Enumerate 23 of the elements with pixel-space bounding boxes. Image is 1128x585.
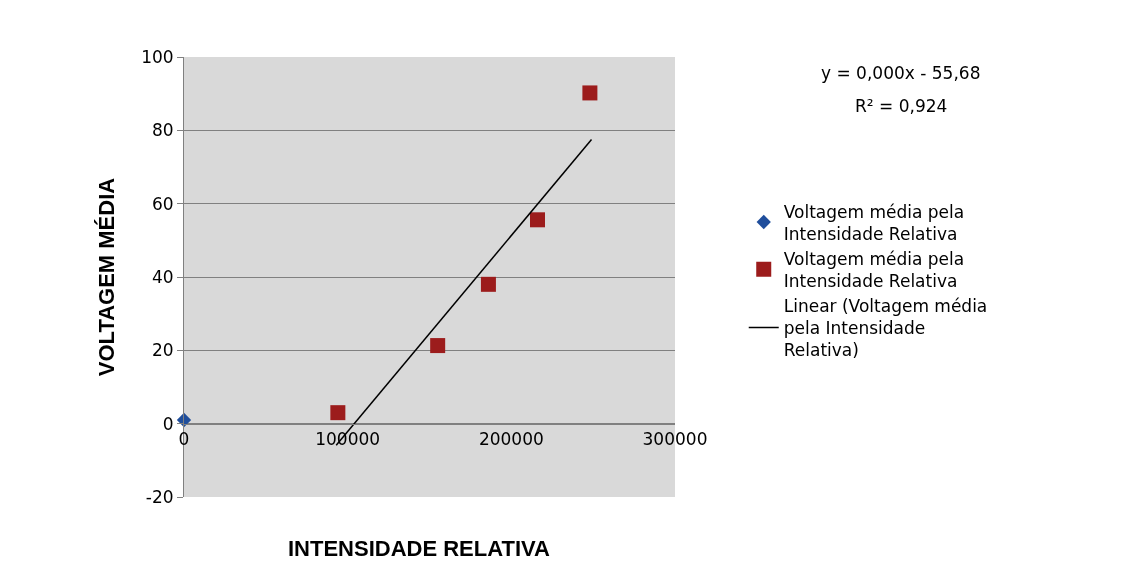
point: [530, 212, 546, 228]
x-axis-title: INTENSIDADE RELATIVA: [288, 536, 551, 561]
x-tick-label: 300000: [642, 429, 708, 450]
y-tick-label: 0: [162, 413, 174, 434]
text: y = 0,000x - 55,68: [821, 63, 981, 83]
y-tick-label: 100: [141, 46, 174, 67]
y-tick-label: 60: [151, 193, 174, 214]
x-tick-label: 200000: [478, 429, 544, 450]
legend-label: Linear (Voltagem média pela Intensidade Relativa): [783, 295, 988, 361]
y-tick-label: 40: [151, 266, 174, 287]
legend-label: Voltagem média pela Intensidade Relativa: [783, 201, 965, 244]
point: [330, 405, 346, 421]
x-tick-label: 0: [178, 429, 190, 450]
point: [582, 85, 598, 101]
y-tick-label: -20: [145, 486, 174, 507]
y-tick-label: 80: [151, 120, 174, 141]
point: [176, 412, 192, 428]
text: R² = 0,924: [855, 96, 948, 116]
y-tick-label: 20: [151, 340, 174, 361]
point: [430, 338, 446, 354]
point: [480, 276, 496, 292]
y-axis-title: VOLTAGEM MÉDIA: [93, 177, 119, 377]
legend-label: Voltagem média pela Intensidade Relativa: [783, 248, 965, 291]
